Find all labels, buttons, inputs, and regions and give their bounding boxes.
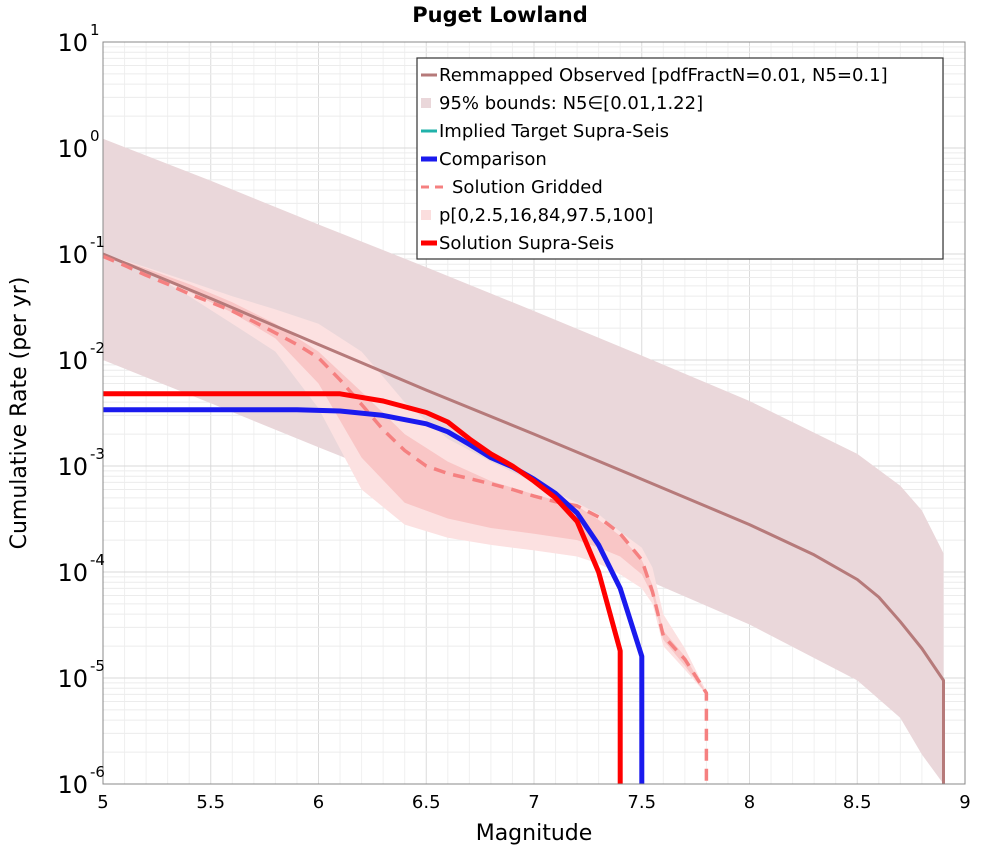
y-tick-exponent: -6 bbox=[90, 763, 105, 781]
x-tick-label: 8 bbox=[744, 792, 755, 813]
bands-layer bbox=[103, 138, 944, 785]
x-tick-label: 5 bbox=[97, 792, 108, 813]
y-tick-exponent: -3 bbox=[90, 445, 105, 463]
plot-frame bbox=[102, 41, 966, 785]
observed-95-band bbox=[103, 138, 944, 785]
x-tick-label: 6 bbox=[313, 792, 324, 813]
chart-title: Puget Lowland bbox=[412, 3, 588, 27]
y-tick-exponent: 0 bbox=[90, 127, 100, 145]
legend-item-4-label: Solution Gridded bbox=[452, 177, 603, 198]
legend: Remmapped Observed [pdfFractN=0.01, N5=0… bbox=[416, 57, 944, 260]
x-tick-label: 5.5 bbox=[196, 792, 225, 813]
y-tick-label: 10 bbox=[57, 665, 88, 693]
y-tick-label: 10 bbox=[57, 135, 88, 163]
series-line-solution-supra-seis bbox=[103, 391, 623, 784]
y-tick-exponent: -1 bbox=[90, 233, 105, 251]
legend-item-2-label: Implied Target Supra-Seis bbox=[439, 121, 669, 142]
x-tick-label: 6.5 bbox=[412, 792, 441, 813]
y-axis-label: Cumulative Rate (per yr) bbox=[7, 277, 32, 550]
legend-box bbox=[416, 57, 944, 260]
legend-item-1-swatch bbox=[421, 98, 431, 108]
series-line-remmapped-observed-pdffractn-0-01-n5-0-1- bbox=[102, 252, 945, 784]
y-tick-exponent: 1 bbox=[90, 21, 100, 39]
y-tick-label: 10 bbox=[57, 453, 88, 481]
y-tick-exponent: -5 bbox=[90, 657, 105, 675]
x-tick-label: 9 bbox=[959, 792, 970, 813]
series-layer bbox=[102, 252, 945, 784]
legend-item-0-label: Remmapped Observed [pdfFractN=0.01, N5=0… bbox=[439, 65, 888, 86]
y-tick-label: 10 bbox=[57, 241, 88, 269]
y-tick-label: 10 bbox=[57, 559, 88, 587]
legend-item-1-label: 95% bounds: N5∈[0.01,1.22] bbox=[439, 93, 703, 114]
legend-item-3-label: Comparison bbox=[439, 149, 547, 170]
x-tick-label: 7.5 bbox=[627, 792, 656, 813]
y-tick-label: 10 bbox=[57, 347, 88, 375]
legend-item-5-label: p[0,2.5,16,84,97.5,100] bbox=[439, 205, 653, 226]
series-line-solution-gridded bbox=[102, 254, 709, 784]
x-axis-label: Magnitude bbox=[476, 821, 593, 846]
y-tick-exponent: -4 bbox=[90, 551, 105, 569]
x-tick-label: 7 bbox=[528, 792, 539, 813]
y-tick-label: 10 bbox=[57, 771, 88, 799]
x-axis-ticks: 5 5.5 6 6.5 7 7.5 8 8.5 9 bbox=[97, 792, 970, 813]
legend-item-6-label: Solution Supra-Seis bbox=[439, 233, 614, 254]
x-tick-label: 8.5 bbox=[843, 792, 872, 813]
y-tick-exponent: -2 bbox=[90, 339, 105, 357]
y-tick-label: 10 bbox=[57, 29, 88, 57]
legend-item-5-swatch bbox=[421, 210, 431, 220]
gridded-percentile-band-inner bbox=[103, 254, 707, 695]
series-line-comparison bbox=[103, 407, 645, 784]
